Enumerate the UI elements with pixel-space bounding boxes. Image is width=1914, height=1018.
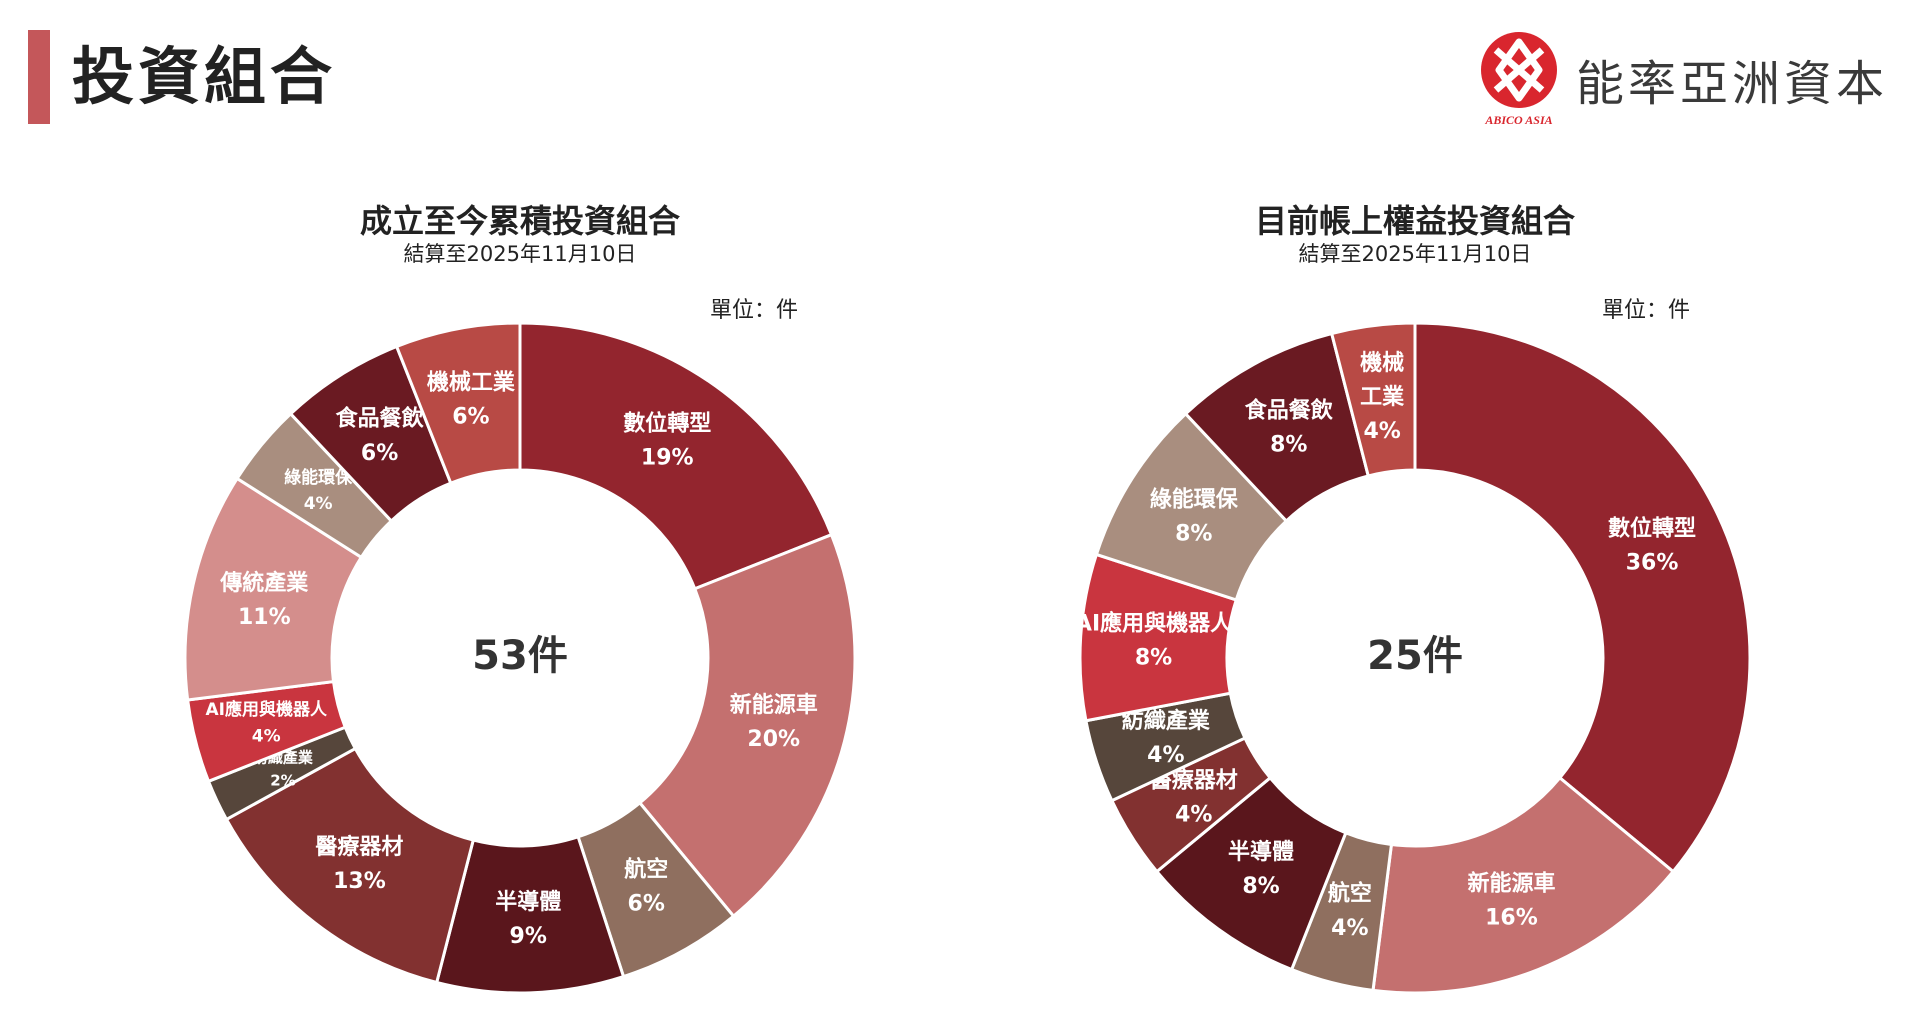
slice-percent-半導體: 9% bbox=[510, 924, 547, 949]
slice-label-機械工業: 機械 bbox=[1360, 351, 1404, 376]
slice-label-新能源車: 新能源車 bbox=[730, 692, 818, 718]
slice-percent-綠能環保: 8% bbox=[1175, 522, 1212, 547]
slice-label-新能源車: 新能源車 bbox=[1467, 871, 1555, 897]
slice-percent-新能源車: 16% bbox=[1485, 906, 1538, 931]
slice-percent-航空: 6% bbox=[628, 892, 665, 917]
page-title: 投資組合 bbox=[72, 40, 337, 113]
slice-label-group-AI應用與機器人: AI應用與機器人 4% bbox=[205, 699, 327, 746]
slice-label-group-數位轉型: 數位轉型 19% bbox=[623, 410, 711, 470]
slice-label-group-機械工業: 機械工業 6% bbox=[427, 371, 516, 430]
slice-percent-半導體: 8% bbox=[1242, 874, 1279, 899]
logo-text: ABICO ASIA bbox=[1484, 113, 1552, 127]
slice-label-group-半導體: 半導體 8% bbox=[1228, 839, 1294, 899]
slice-label-食品餐飲: 食品餐飲 bbox=[336, 406, 425, 432]
slice-label-group-機械工業: 機械工業 4% bbox=[1360, 351, 1405, 444]
slice-percent-傳統產業: 11% bbox=[238, 605, 291, 630]
slice-label-group-航空: 航空 4% bbox=[1328, 881, 1372, 941]
slice-percent-食品餐飲: 6% bbox=[361, 441, 398, 466]
slice-percent-醫療器材: 4% bbox=[1175, 802, 1212, 827]
slice-percent-紡織產業: 2% bbox=[270, 772, 295, 790]
slice-機械工業 bbox=[1329, 321, 1417, 478]
chart-1-subtitle: 結算至2025年11月10日 bbox=[403, 242, 637, 266]
slice-percent-機械工業: 6% bbox=[452, 405, 489, 430]
slice-label-group-半導體: 半導體 9% bbox=[495, 889, 561, 949]
chart-2-title: 目前帳上權益投資組合 bbox=[1254, 202, 1575, 240]
slice-label-航空: 航空 bbox=[624, 857, 668, 883]
slice-label-group-食品餐飲: 食品餐飲 6% bbox=[336, 406, 425, 466]
slice-percent-數位轉型: 36% bbox=[1626, 550, 1679, 575]
slice-label-半導體: 半導體 bbox=[1228, 839, 1294, 865]
chart-1-unit: 單位：件 bbox=[710, 298, 799, 323]
slice-label-綠能環保: 綠能環保 bbox=[284, 467, 353, 488]
slice-percent-紡織產業: 4% bbox=[1147, 743, 1184, 768]
slice-label-group-綠能環保: 綠能環保 4% bbox=[284, 467, 353, 514]
slice-label-半導體: 半導體 bbox=[495, 889, 561, 915]
slice-label-醫療器材: 醫療器材 bbox=[315, 834, 403, 860]
slice-label-group-航空: 航空 6% bbox=[624, 857, 668, 917]
slice-label-數位轉型: 數位轉型 bbox=[623, 410, 711, 436]
slice-label-group-AI應用與機器人: AI應用與機器人 8% bbox=[1075, 610, 1232, 670]
slice-label-綠能環保: 綠能環保 bbox=[1150, 487, 1239, 513]
slice-percent-AI應用與機器人: 8% bbox=[1135, 646, 1172, 671]
slice-percent-AI應用與機器人: 4% bbox=[252, 726, 281, 746]
slice-label-AI應用與機器人: AI應用與機器人 bbox=[205, 699, 327, 720]
center-total-label: 53件 bbox=[472, 633, 568, 679]
slice-機械工業 bbox=[394, 321, 522, 486]
slice-percent-數位轉型: 19% bbox=[641, 445, 694, 470]
slice-label-機械工業: 機械工業 bbox=[427, 371, 516, 396]
slice-數位轉型 bbox=[1413, 321, 1752, 874]
brand: ABICO ASIA 能率亞洲資本 bbox=[1476, 30, 1896, 130]
slice-數位轉型 bbox=[518, 321, 834, 591]
slice-label-航空: 航空 bbox=[1328, 881, 1372, 907]
slice-label-數位轉型: 數位轉型 bbox=[1608, 515, 1696, 541]
slice-label-group-綠能環保: 綠能環保 8% bbox=[1150, 487, 1239, 547]
slice-percent-食品餐飲: 8% bbox=[1270, 432, 1307, 457]
slice-label-group-食品餐飲: 食品餐飲 8% bbox=[1245, 397, 1334, 457]
slice-percent-航空: 4% bbox=[1331, 916, 1368, 941]
title-accent-bar bbox=[28, 30, 50, 124]
slice-percent-醫療器材: 13% bbox=[333, 869, 386, 894]
slice-label-group-新能源車: 新能源車 16% bbox=[1467, 871, 1555, 931]
slice-label-機械工業: 工業 bbox=[1360, 385, 1405, 410]
abico-logo-icon: ABICO ASIA bbox=[1481, 32, 1557, 127]
slice-新能源車 bbox=[637, 532, 857, 919]
slice-新能源車 bbox=[1371, 775, 1676, 995]
slice-label-AI應用與機器人: AI應用與機器人 bbox=[1075, 610, 1232, 636]
slice-label-group-新能源車: 新能源車 20% bbox=[730, 692, 818, 752]
slice-percent-機械工業: 4% bbox=[1363, 419, 1400, 444]
center-total-label: 25件 bbox=[1367, 633, 1463, 679]
chart-2-subtitle: 結算至2025年11月10日 bbox=[1298, 242, 1532, 266]
chart-2-unit: 單位：件 bbox=[1602, 298, 1691, 323]
slice-percent-綠能環保: 4% bbox=[304, 494, 333, 514]
slice-label-group-醫療器材: 醫療器材 13% bbox=[315, 834, 403, 894]
slice-label-食品餐飲: 食品餐飲 bbox=[1245, 397, 1334, 423]
chart-1-title: 成立至今累積投資組合 bbox=[359, 202, 680, 240]
slice-percent-新能源車: 20% bbox=[747, 727, 800, 752]
slice-label-group-傳統產業: 傳統產業 11% bbox=[219, 570, 309, 630]
chart-1-donut: 數位轉型19%新能源車20%航空6%半導體9%醫療器材13%紡織產業2%AI應用… bbox=[183, 321, 857, 995]
chart-2-donut: 數位轉型36%新能源車16%航空4%半導體8%醫療器材4%紡織產業4%AI應用與… bbox=[1075, 321, 1752, 995]
slice-label-傳統產業: 傳統產業 bbox=[219, 570, 309, 596]
brand-name: 能率亞洲資本 bbox=[1576, 56, 1889, 112]
slice-label-group-數位轉型: 數位轉型 36% bbox=[1608, 515, 1696, 575]
